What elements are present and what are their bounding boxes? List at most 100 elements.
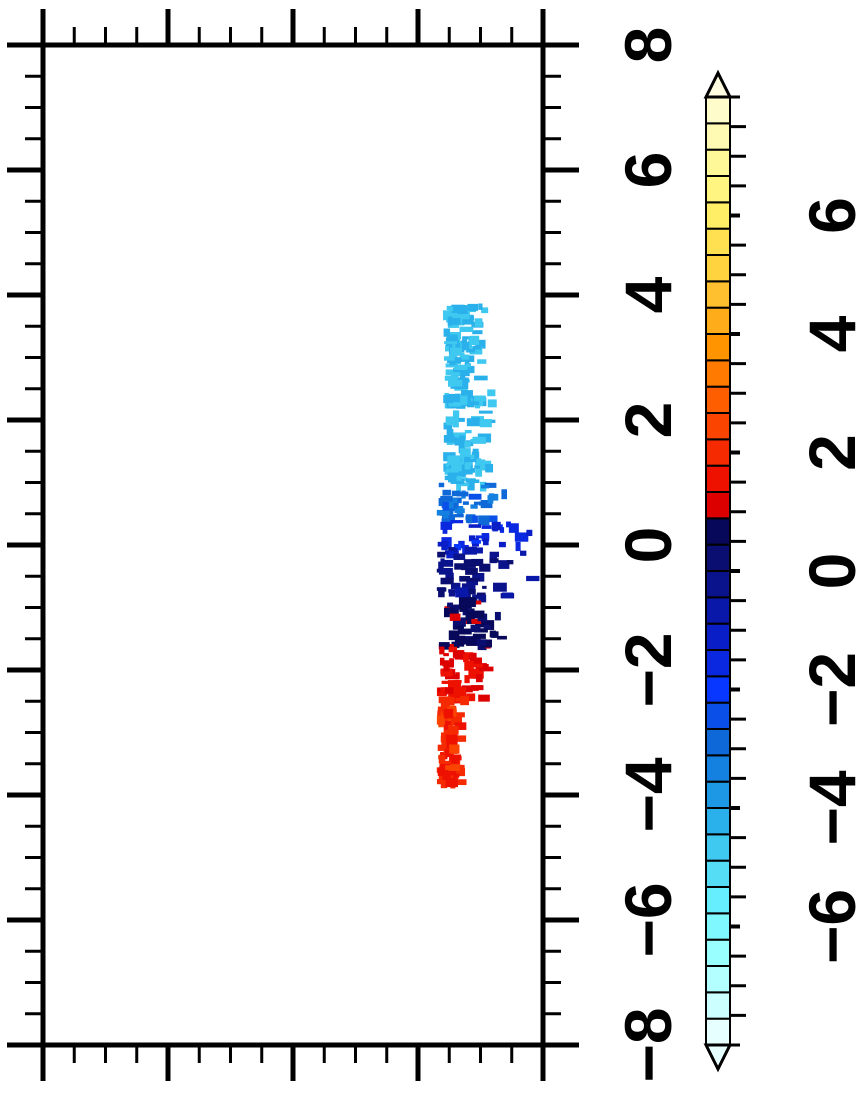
data-cell	[442, 721, 456, 726]
top-axis-ticks	[40, 9, 546, 45]
data-cell	[438, 754, 446, 764]
data-cell	[453, 553, 466, 560]
colorbar-box	[705, 122, 731, 151]
colorbar-box	[705, 833, 731, 862]
data-cell	[473, 375, 488, 381]
y-tick-label: 8	[611, 27, 685, 64]
data-cell	[466, 363, 472, 367]
data-cell	[436, 509, 450, 516]
data-cell	[489, 551, 499, 558]
data-cell	[463, 377, 469, 382]
data-cell	[439, 646, 445, 655]
data-cell	[464, 546, 477, 555]
data-cell	[459, 326, 474, 332]
colorbar-box	[705, 227, 731, 257]
data-cell	[463, 455, 477, 463]
data-cell	[438, 567, 453, 575]
data-cell	[445, 501, 454, 509]
data-cell	[452, 652, 466, 658]
data-cell	[481, 307, 489, 314]
data-cell	[452, 712, 465, 718]
data-cell	[443, 310, 456, 321]
data-cell	[460, 696, 469, 706]
data-cell	[453, 548, 458, 552]
data-cell	[453, 544, 462, 551]
data-cell	[443, 608, 450, 618]
data-cell	[450, 582, 461, 590]
y-tick-label: 0	[611, 527, 685, 564]
data-cell	[456, 475, 462, 481]
colorbar-box	[705, 675, 731, 704]
data-cell	[498, 541, 506, 548]
y-tick-label: −4	[611, 757, 685, 833]
data-cell	[459, 575, 471, 582]
data-cell	[442, 502, 449, 511]
data-cell	[475, 547, 483, 554]
colorbar-boxes	[705, 96, 731, 1047]
data-cell	[449, 658, 454, 668]
data-cell	[471, 417, 480, 423]
data-cell	[487, 495, 494, 504]
data-cell	[451, 490, 461, 497]
data-cell	[440, 780, 448, 789]
data-cell	[454, 364, 468, 371]
right-axis-ticks	[543, 42, 579, 1048]
colorbar-top-arrow	[703, 69, 733, 99]
data-cell	[458, 482, 469, 487]
data-cell	[443, 653, 449, 657]
data-cell	[438, 482, 445, 488]
data-cell	[497, 635, 507, 640]
data-cell	[479, 419, 492, 428]
data-cell	[452, 344, 458, 349]
data-cell	[449, 744, 460, 754]
data-cell	[476, 639, 487, 646]
data-cell	[485, 463, 494, 473]
data-cell	[471, 558, 484, 567]
data-cluster-1	[436, 482, 508, 526]
colorbar-box	[705, 649, 731, 678]
colorbar-box	[705, 570, 731, 599]
data-cell	[446, 550, 459, 559]
colorbar-box	[705, 438, 731, 467]
data-cell	[450, 478, 465, 484]
data-cell	[449, 357, 462, 364]
data-cell	[471, 663, 483, 668]
data-cell	[451, 379, 463, 387]
data-cell	[454, 722, 467, 730]
colorbar: −6 −4 −2 0 2 4 6	[703, 69, 864, 1073]
colorbar-box	[705, 859, 731, 889]
data-cell	[445, 765, 459, 771]
data-cell	[450, 461, 460, 471]
colorbar-bottom-arrow	[703, 1043, 733, 1073]
y-tick-label: −2	[611, 632, 685, 707]
data-cell	[462, 365, 475, 374]
data-cell	[458, 306, 464, 311]
data-cell	[475, 619, 488, 628]
colorbar-box	[705, 280, 731, 309]
data-cell	[479, 399, 484, 407]
data-cell	[462, 464, 473, 475]
colorbar-box	[705, 1017, 731, 1047]
data-cell	[454, 735, 467, 742]
data-cell	[444, 475, 453, 481]
data-cell	[446, 428, 454, 438]
data-cell	[458, 377, 466, 382]
data-cell	[444, 720, 449, 730]
data-cell	[448, 547, 456, 554]
data-cell	[457, 462, 462, 472]
data-cell	[444, 341, 458, 345]
data-cell	[479, 563, 491, 572]
data-cell	[464, 464, 471, 470]
data-cell	[442, 703, 450, 709]
bottom-axis-ticks	[40, 1045, 546, 1081]
data-cell	[437, 767, 449, 776]
data-cell	[458, 597, 472, 608]
data-cell	[441, 518, 454, 524]
data-cell	[445, 778, 458, 788]
colorbar-box	[705, 96, 731, 125]
data-cell	[469, 657, 482, 668]
data-cell	[446, 767, 460, 778]
data-cell	[468, 524, 482, 528]
data-cell	[478, 515, 490, 526]
data-cell	[444, 674, 459, 680]
